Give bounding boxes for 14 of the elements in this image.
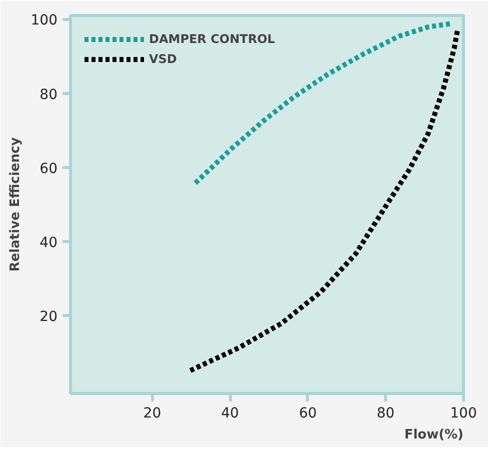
y-tick-label: 80: [40, 86, 58, 103]
y-tick-label: 60: [40, 160, 58, 177]
x-tick-label: 100: [450, 406, 477, 422]
x-tick-label: 40: [221, 406, 239, 422]
y-axis-title: Relative Efficiency: [8, 136, 23, 272]
x-tick-label: 20: [143, 406, 162, 422]
y-tick-label: 100: [30, 12, 58, 29]
x-axis-title: Flow(%): [404, 428, 464, 442]
y-tick-label: 20: [40, 309, 58, 326]
x-tick-label: 60: [298, 406, 317, 422]
legend-label: VSD: [149, 52, 177, 66]
y-tick-label: 40: [40, 235, 58, 252]
x-tick-label: 80: [376, 406, 395, 422]
legend-label: DAMPER CONTROL: [149, 32, 275, 46]
